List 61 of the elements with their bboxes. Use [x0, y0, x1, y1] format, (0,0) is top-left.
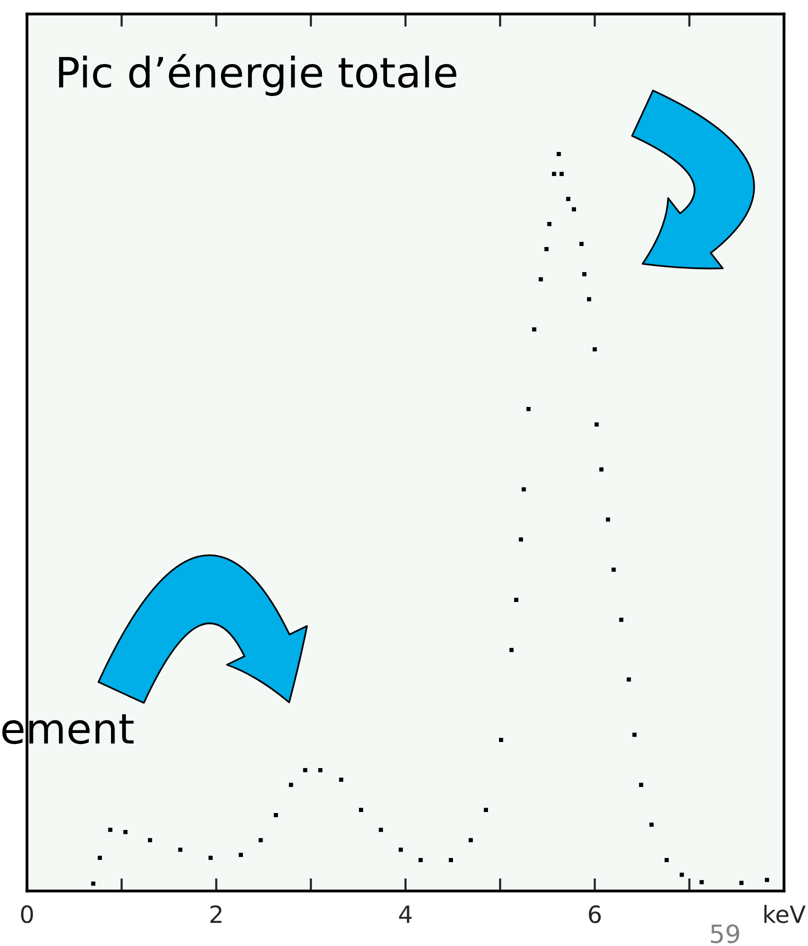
point — [514, 598, 518, 602]
point — [606, 517, 610, 522]
point — [509, 648, 514, 652]
point — [538, 277, 543, 282]
point — [626, 677, 631, 682]
point — [612, 568, 616, 572]
point — [649, 822, 654, 827]
point — [544, 247, 549, 252]
point — [339, 778, 344, 782]
point — [700, 880, 704, 884]
x-tick-label: 4 — [399, 906, 412, 923]
point — [522, 487, 526, 492]
point — [582, 272, 586, 276]
point — [274, 813, 278, 818]
point — [178, 848, 182, 852]
point — [418, 858, 423, 862]
point — [560, 172, 564, 176]
point — [318, 768, 322, 772]
point — [238, 852, 243, 857]
point — [664, 858, 669, 862]
point — [108, 828, 112, 832]
x-tick-label: keV — [764, 904, 806, 924]
point — [303, 768, 308, 772]
point — [498, 738, 504, 742]
point — [532, 327, 536, 332]
point — [739, 880, 744, 885]
point — [358, 808, 364, 812]
x-tick-label: 0 — [21, 905, 33, 924]
point — [518, 537, 524, 542]
point — [764, 878, 770, 882]
x-tick-label: 6 — [588, 905, 601, 924]
point — [680, 872, 684, 877]
point — [594, 422, 599, 427]
point — [552, 172, 556, 176]
point — [448, 858, 454, 862]
point — [208, 856, 213, 860]
point — [288, 782, 294, 787]
point — [258, 838, 263, 842]
point — [378, 828, 383, 832]
point — [556, 152, 561, 156]
point — [619, 618, 624, 622]
point — [639, 782, 644, 787]
point — [148, 838, 152, 842]
point — [123, 830, 128, 834]
point — [632, 732, 637, 737]
x-tick-label: 2 — [210, 905, 222, 923]
text: 59 — [711, 924, 740, 944]
point — [586, 297, 592, 302]
point — [572, 207, 576, 212]
point — [91, 882, 96, 886]
point — [566, 196, 570, 202]
point — [592, 347, 597, 352]
point — [579, 242, 584, 246]
point — [484, 808, 488, 812]
point — [526, 406, 531, 412]
point — [98, 856, 102, 860]
text: Pic d’énergie totale — [59, 54, 456, 96]
point — [599, 467, 604, 472]
point — [468, 838, 473, 842]
point — [547, 222, 552, 226]
point — [398, 848, 403, 852]
